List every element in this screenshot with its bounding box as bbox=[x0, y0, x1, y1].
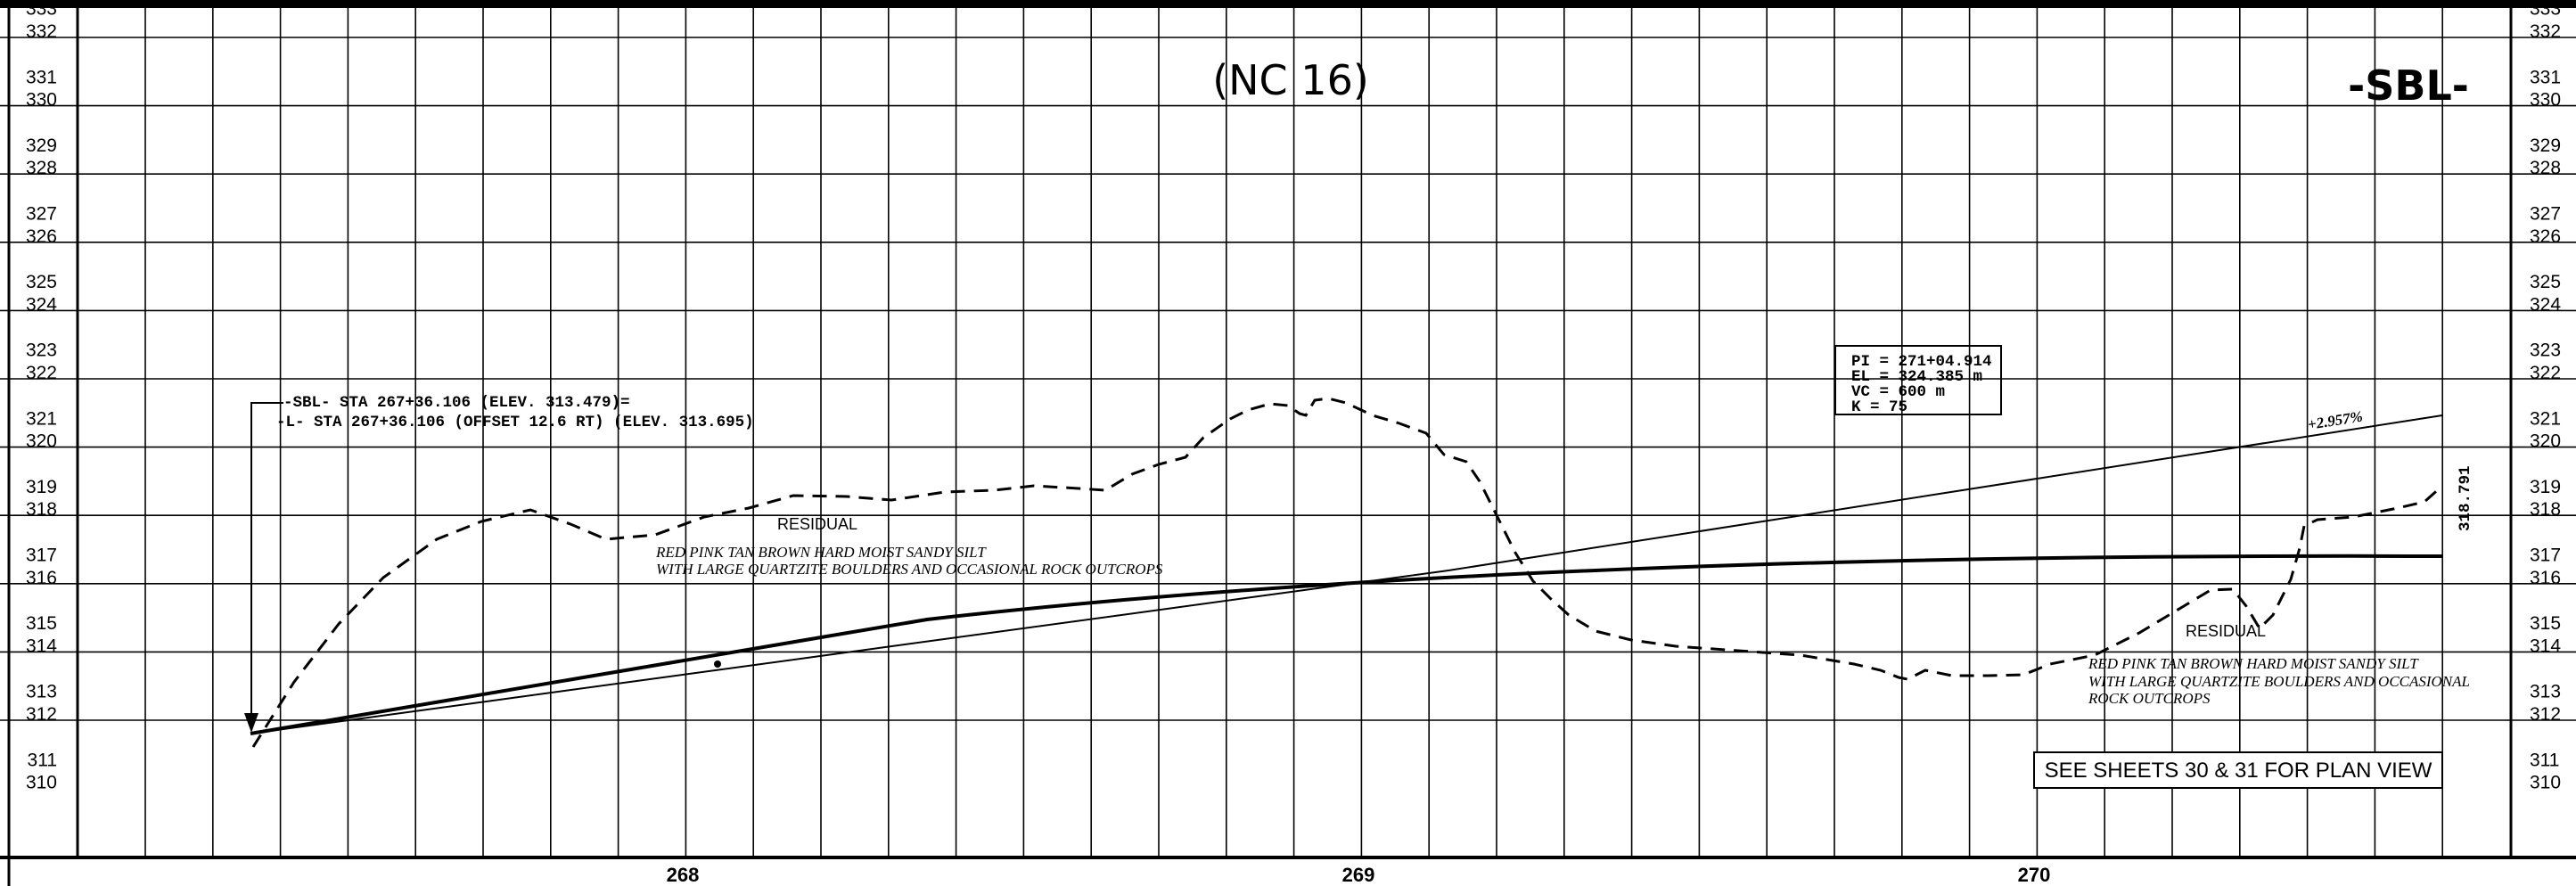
elevation-label-right: 310 bbox=[2530, 773, 2561, 793]
elevation-label-right: 326 bbox=[2530, 226, 2561, 247]
vertical-curve-length: VC = 600 m bbox=[1851, 383, 1945, 401]
elevation-label-right: 318 bbox=[2530, 499, 2561, 520]
station-label: 270 bbox=[2018, 864, 2051, 886]
begin-callout-arrow bbox=[244, 713, 258, 733]
pvi-data-box bbox=[1834, 345, 2002, 415]
elevation-label-left: 310 bbox=[26, 773, 57, 793]
elevation-label-left: 331 bbox=[26, 67, 57, 87]
elevation-label-left: 320 bbox=[26, 431, 57, 452]
elevation-label-left: 324 bbox=[26, 294, 57, 315]
pvc-point bbox=[714, 660, 721, 668]
back-tangent bbox=[250, 570, 1449, 734]
proposed-grade-line bbox=[250, 554, 2443, 735]
soil-right-line2: WITH LARGE QUARTZITE BOULDERS AND OCCASI… bbox=[2088, 673, 2470, 690]
elevation-label-left: 319 bbox=[26, 477, 57, 497]
elevation-label-right: 315 bbox=[2530, 613, 2561, 634]
elevation-label-left: 333 bbox=[26, 0, 57, 20]
elevation-label-right: 321 bbox=[2530, 408, 2561, 429]
begin-callout-line2: -L- STA 267+36.106 (OFFSET 12.6 RT) (ELE… bbox=[276, 414, 754, 431]
elevation-label-left: 322 bbox=[26, 363, 57, 383]
station-label: 269 bbox=[1342, 864, 1375, 886]
top-border bbox=[0, 0, 2576, 8]
elevation-label-right: 330 bbox=[2530, 90, 2561, 111]
elevation-label-left: 325 bbox=[26, 272, 57, 292]
plan-view-note-box bbox=[2033, 751, 2443, 789]
existing-ground-line-left bbox=[251, 397, 2444, 748]
elevation-label-right: 328 bbox=[2530, 158, 2561, 178]
soil-left-line2: WITH LARGE QUARTZITE BOULDERS AND OCCASI… bbox=[656, 561, 1163, 578]
elevation-labels-left: 3343333323313303293283273263253243233223… bbox=[26, 0, 57, 793]
elevation-label-right: 311 bbox=[2530, 750, 2559, 770]
station-label: 268 bbox=[667, 864, 700, 886]
elevation-label-right: 331 bbox=[2530, 67, 2561, 87]
grid bbox=[0, 8, 2576, 857]
elevation-labels-right: 3343333323313303293283273263253243233223… bbox=[2530, 0, 2561, 793]
forward-tangent bbox=[1448, 414, 2443, 571]
elevation-label-left: 316 bbox=[26, 568, 57, 588]
k-value: K = 75 bbox=[1851, 398, 1907, 416]
pvi-elevation: EL = 324.385 m bbox=[1851, 368, 1982, 386]
elevation-label-left: 329 bbox=[26, 135, 57, 156]
elevation-label-left: 327 bbox=[26, 204, 57, 225]
elevation-label-left: 313 bbox=[26, 682, 57, 702]
end-elevation-label: 318.791 bbox=[2457, 465, 2474, 531]
elevation-label-left: 323 bbox=[26, 340, 57, 361]
soil-right-heading: RESIDUAL bbox=[2186, 622, 2266, 640]
elevation-label-right: 332 bbox=[2530, 21, 2561, 42]
plan-view-note: SEE SHEETS 30 & 31 FOR PLAN VIEW bbox=[2045, 759, 2432, 783]
pvi-station: PI = 271+04.914 bbox=[1851, 353, 1992, 371]
elevation-label-right: 329 bbox=[2530, 135, 2561, 156]
soil-right-line1: RED PINK TAN BROWN HARD MOIST SANDY SILT bbox=[2088, 655, 2419, 672]
begin-callout-leader bbox=[250, 402, 283, 729]
elevation-label-right: 333 bbox=[2530, 0, 2561, 20]
elevation-label-right: 322 bbox=[2530, 363, 2561, 383]
elevation-label-left: 332 bbox=[26, 21, 57, 42]
elevation-label-left: 326 bbox=[26, 226, 57, 247]
elevation-label-left: 314 bbox=[26, 636, 57, 656]
profile-title: (NC 16) bbox=[1212, 56, 1369, 104]
soil-right-line3: ROCK OUTCROPS bbox=[2088, 690, 2211, 707]
elevation-label-left: 315 bbox=[26, 613, 57, 634]
station-labels: 268 269 270 bbox=[667, 864, 2051, 886]
elevation-label-right: 317 bbox=[2530, 546, 2561, 566]
elevation-label-right: 316 bbox=[2530, 568, 2561, 588]
elevation-label-right: 313 bbox=[2530, 682, 2561, 702]
elevation-label-right: 327 bbox=[2530, 204, 2561, 225]
elevation-label-left: 321 bbox=[26, 408, 57, 429]
soil-left-heading: RESIDUAL bbox=[777, 515, 857, 533]
line-name: -SBL- bbox=[2348, 62, 2469, 110]
elevation-label-left: 311 bbox=[28, 750, 57, 770]
elevation-label-left: 328 bbox=[26, 158, 57, 178]
elevation-label-right: 319 bbox=[2530, 477, 2561, 497]
elevation-label-left: 312 bbox=[26, 704, 57, 725]
elevation-label-right: 325 bbox=[2530, 272, 2561, 292]
elevation-label-left: 318 bbox=[26, 499, 57, 520]
elevation-label-left: 330 bbox=[26, 90, 57, 111]
elevation-label-right: 312 bbox=[2530, 704, 2561, 725]
elevation-label-left: 317 bbox=[26, 546, 57, 566]
elevation-label-right: 320 bbox=[2530, 431, 2561, 452]
begin-callout-line1: -SBL- STA 267+36.106 (ELEV. 313.479)= bbox=[283, 394, 630, 412]
soil-left-line1: RED PINK TAN BROWN HARD MOIST SANDY SILT bbox=[655, 544, 987, 561]
elevation-label-right: 324 bbox=[2530, 294, 2561, 315]
elevation-label-right: 323 bbox=[2530, 340, 2561, 361]
elevation-label-right: 314 bbox=[2530, 636, 2561, 656]
